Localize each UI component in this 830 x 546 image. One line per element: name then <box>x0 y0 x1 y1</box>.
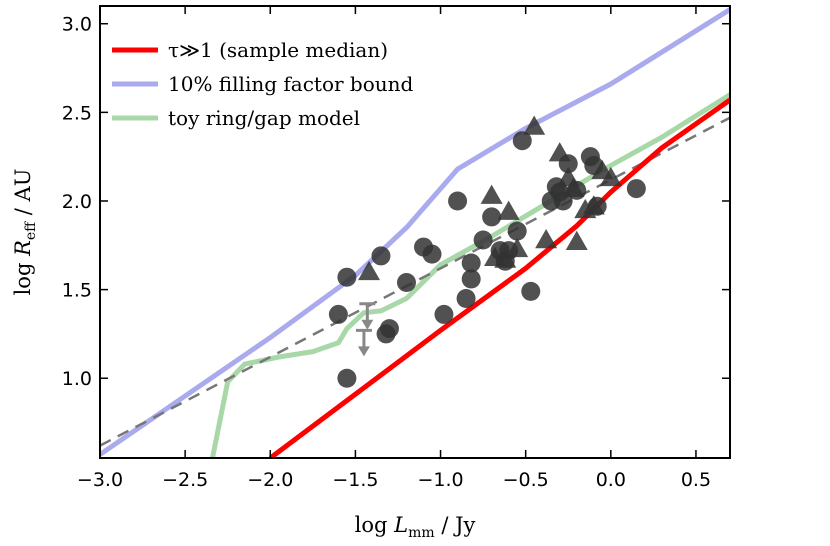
x-axis-label: log Lmm / Jy <box>355 513 476 541</box>
data-point-circle <box>434 304 454 324</box>
data-point-circle <box>473 230 493 250</box>
data-point-circle <box>461 253 481 273</box>
x-tick-label: −1.0 <box>417 469 463 491</box>
line-filling <box>100 7 730 457</box>
data-point-triangle <box>599 166 622 187</box>
data-point-circle <box>337 368 357 388</box>
legend-label-opt_thick: τ≫1 (sample median) <box>168 38 388 62</box>
data-point-circle <box>456 288 476 308</box>
data-point-triangle <box>480 184 503 204</box>
x-tick-label: −2.0 <box>247 469 293 491</box>
y-axis-label: log Reff / AU <box>11 169 39 296</box>
legend-label-filling: 10% filling factor bound <box>168 72 414 96</box>
data-point-circle <box>507 221 527 241</box>
upper-limit-arrowhead <box>361 319 374 330</box>
data-point-circle <box>626 179 646 199</box>
data-point-circle <box>337 267 357 287</box>
data-point-triangle <box>358 260 381 281</box>
line-dashed <box>100 116 730 447</box>
y-tick-label: 2.5 <box>62 102 92 124</box>
data-point-circle <box>376 324 396 344</box>
data-point-circle <box>422 244 442 264</box>
y-tick-label: 1.5 <box>62 280 92 302</box>
plot-frame <box>99 5 731 459</box>
data-point-triangle <box>535 228 558 249</box>
data-point-triangle <box>582 195 605 215</box>
data-point-triangle <box>565 230 588 250</box>
x-tick-label: 0.0 <box>596 469 626 491</box>
markers-layer <box>328 115 646 388</box>
lines-layer <box>100 7 730 458</box>
x-tick-label: −2.5 <box>162 469 208 491</box>
line-opt_thick <box>268 97 730 458</box>
data-point-circle <box>396 273 416 293</box>
x-tick-label: −1.5 <box>332 469 378 491</box>
upper-limit-marker <box>359 302 376 330</box>
data-point-triangle <box>497 200 520 220</box>
data-point-triangle <box>562 177 585 197</box>
x-tick-label: 0.5 <box>681 469 711 491</box>
data-point-triangle <box>523 115 546 135</box>
upper-limit-marker <box>355 328 372 357</box>
data-point-triangle <box>548 142 571 162</box>
data-point-triangle <box>494 248 517 268</box>
data-point-triangle <box>506 237 529 258</box>
data-point-circle <box>512 131 532 151</box>
data-point-circle <box>461 269 481 289</box>
x-tick-label: −3.0 <box>77 469 123 491</box>
ticks-layer: −3.0 −2.5 −2.0 −1.5 −1.0 −0.5 0.0 0.5 1.0 1.5 2.0 2… <box>62 6 730 491</box>
data-point-circle <box>371 246 391 266</box>
y-tick-label: 3.0 <box>62 14 92 36</box>
data-point-circle <box>448 191 468 211</box>
y-tick-label: 1.0 <box>62 368 92 390</box>
data-point-circle <box>521 281 541 301</box>
y-tick-label: 2.0 <box>62 191 92 213</box>
x-tick-label: −0.5 <box>503 469 549 491</box>
upper-limit-arrowhead <box>357 346 370 357</box>
data-point-circle <box>328 304 348 324</box>
data-point-circle <box>482 207 502 227</box>
legend: τ≫1 (sample median) 10% filling factor bo… <box>112 38 414 130</box>
legend-label-toy: toy ring/gap model <box>168 106 360 130</box>
